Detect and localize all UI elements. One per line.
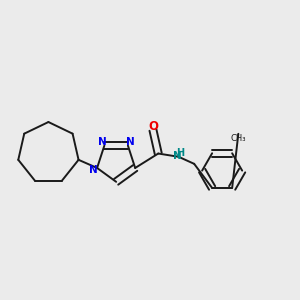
Text: O: O <box>148 120 158 133</box>
Text: N: N <box>173 151 182 161</box>
Text: N: N <box>89 165 98 175</box>
Text: N: N <box>126 137 135 147</box>
Text: N: N <box>98 137 106 147</box>
Text: H: H <box>176 148 184 158</box>
Text: CH₃: CH₃ <box>231 134 246 143</box>
